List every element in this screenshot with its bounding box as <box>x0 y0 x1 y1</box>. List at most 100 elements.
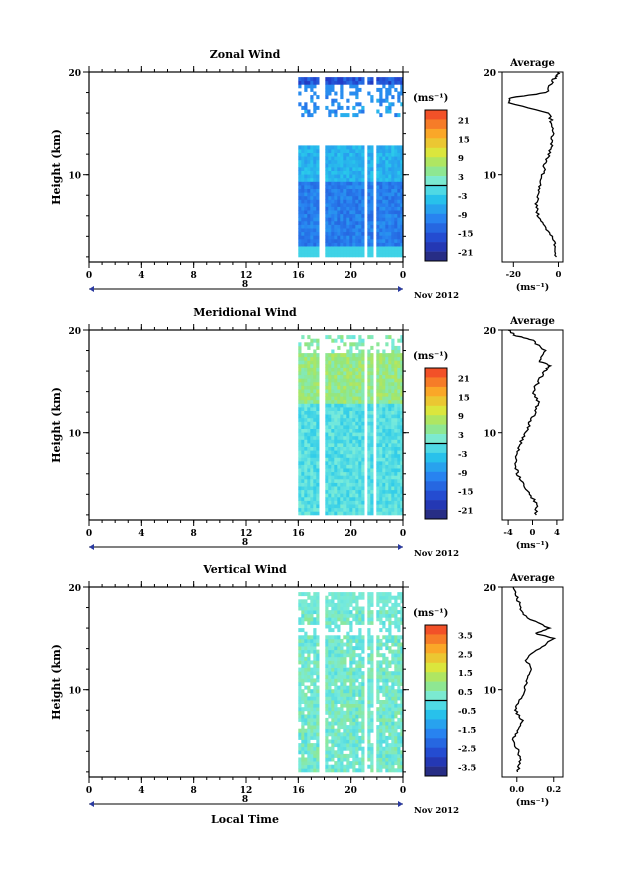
heatmap-cell <box>310 195 314 200</box>
y-tick-label: 20 <box>68 327 81 337</box>
heatmap-cell <box>391 732 395 737</box>
heatmap-cell <box>388 242 392 247</box>
heatmap-cell <box>346 353 350 358</box>
heatmap-cell <box>394 453 398 458</box>
heatmap-cell <box>310 642 314 647</box>
heatmap-cell <box>340 199 344 204</box>
heatmap-cell <box>358 768 362 773</box>
heatmap-cell <box>349 163 353 168</box>
heatmap-cell <box>367 457 371 462</box>
heatmap-cell <box>304 617 308 622</box>
colorbar-tick-label: 9 <box>458 154 464 164</box>
heatmap-cell <box>304 471 308 476</box>
heatmap-cell <box>316 460 320 465</box>
heatmap-cell <box>400 235 404 240</box>
heatmap-cell <box>355 446 359 451</box>
heatmap-cell <box>334 750 338 755</box>
heatmap-cell <box>391 407 395 411</box>
heatmap-cell <box>349 764 353 769</box>
heatmap-cell <box>397 242 401 247</box>
heatmap-cell <box>307 649 311 654</box>
heatmap-cell <box>331 399 335 404</box>
heatmap-cell <box>313 242 317 247</box>
heatmap-cell <box>400 407 404 411</box>
heatmap-cell <box>388 77 392 82</box>
heatmap-cell <box>316 246 320 251</box>
heatmap-cell <box>397 167 401 171</box>
heatmap-cell <box>313 224 317 229</box>
heatmap-cell <box>355 228 359 233</box>
heatmap-cell <box>325 599 329 604</box>
heatmap-cell <box>340 471 344 476</box>
heatmap-cell <box>367 392 371 397</box>
heatmap-cell <box>355 599 359 604</box>
heatmap-cell <box>307 500 311 505</box>
heatmap-cell <box>301 653 305 658</box>
colorbar-tick-label: -3 <box>458 192 468 202</box>
heatmap-cell <box>397 475 401 480</box>
heatmap-cell <box>316 504 320 509</box>
heatmap-cell <box>301 700 305 704</box>
heatmap-cell <box>316 721 320 726</box>
heatmap-cell <box>355 238 359 243</box>
heatmap-cell <box>337 345 341 350</box>
heatmap-cell <box>328 417 332 422</box>
heatmap-cell <box>310 163 314 168</box>
heatmap-cell <box>337 399 341 404</box>
colorbar-tick-label: -15 <box>458 230 473 240</box>
heatmap-cell <box>334 149 338 153</box>
heatmap-cell <box>337 199 341 204</box>
heatmap-cell <box>337 159 341 164</box>
heatmap-cell <box>391 389 395 394</box>
heatmap-cell <box>310 460 314 465</box>
heatmap-cell <box>334 217 338 222</box>
colorbar-swatch <box>425 700 447 711</box>
heatmap-cell <box>376 464 380 469</box>
panel-title: Zonal Wind <box>210 48 281 61</box>
heatmap-cell <box>334 374 338 379</box>
heatmap-cell <box>376 468 380 473</box>
heatmap-cell <box>304 717 308 722</box>
heatmap-cell <box>304 217 308 222</box>
colorbar-swatch <box>425 213 447 224</box>
heatmap-cell <box>370 213 374 218</box>
heatmap-cell <box>331 606 335 611</box>
heatmap-cell <box>331 656 335 661</box>
heatmap-cell <box>400 464 404 469</box>
heatmap-cell <box>343 228 347 233</box>
heatmap-cell <box>331 109 335 114</box>
heatmap-cell <box>391 671 395 676</box>
heatmap-cell <box>358 202 362 207</box>
heatmap-cell <box>400 399 404 404</box>
heatmap-cell <box>379 253 383 258</box>
heatmap-cell <box>313 671 317 676</box>
heatmap-cell <box>394 482 398 487</box>
heatmap-cell <box>337 167 341 171</box>
heatmap-cell <box>346 396 350 401</box>
heatmap-cell <box>400 202 404 207</box>
heatmap-cell <box>313 692 317 697</box>
heatmap-cell <box>367 210 371 215</box>
colorbar-swatch <box>425 204 447 215</box>
heatmap-cell <box>343 392 347 397</box>
heatmap-cell <box>316 338 320 343</box>
heatmap-cell <box>397 246 401 251</box>
heatmap-cell <box>304 149 308 153</box>
heatmap-cell <box>325 482 329 487</box>
heatmap-cell <box>379 703 383 708</box>
heatmap-cell <box>346 105 350 110</box>
heatmap-cell <box>391 482 395 487</box>
heatmap-cell <box>355 206 359 211</box>
heatmap-cell <box>313 238 317 243</box>
heatmap-cell <box>394 174 398 179</box>
heatmap-cell <box>313 667 317 672</box>
date-label: Nov 2012 <box>414 806 459 816</box>
heatmap-cell <box>346 464 350 469</box>
heatmap-cell <box>316 414 320 419</box>
heatmap-cell <box>355 500 359 505</box>
heatmap-cell <box>343 606 347 611</box>
heatmap-cell <box>334 181 338 186</box>
heatmap-cell <box>301 768 305 773</box>
heatmap-cell <box>298 253 302 258</box>
heatmap-cell <box>391 80 395 85</box>
